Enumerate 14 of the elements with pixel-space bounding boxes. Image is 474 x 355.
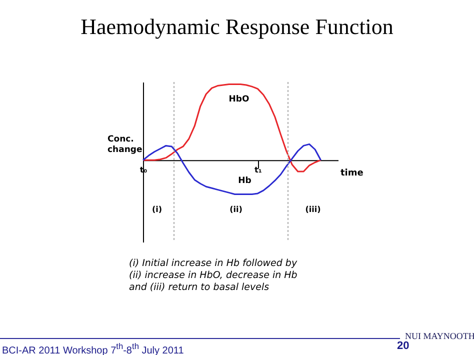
text: (iii) — [305, 205, 321, 214]
text: (ii) — [230, 205, 242, 214]
y-axis-title: Conc. change — [108, 134, 142, 155]
text: and (iii) return to basal levels — [129, 282, 270, 293]
text: (i) — [152, 205, 162, 214]
text: 20 — [397, 340, 410, 352]
chart-title: Haemodynamic Response Function — [80, 14, 394, 40]
text: (i) Initial increase in Hb followed by — [129, 258, 298, 269]
series-label: HbO — [228, 94, 250, 104]
x-axis-title: time — [340, 168, 364, 179]
text: (ii) increase in HbO, decrease in Hb — [129, 270, 298, 281]
text: BCI-AR 2011 Workshop 7$^{th}$-8$^{th}$ July 2011 — [2, 341, 184, 355]
x-tick-label: t₁ — [254, 166, 262, 175]
series-label: Hb — [238, 176, 252, 186]
